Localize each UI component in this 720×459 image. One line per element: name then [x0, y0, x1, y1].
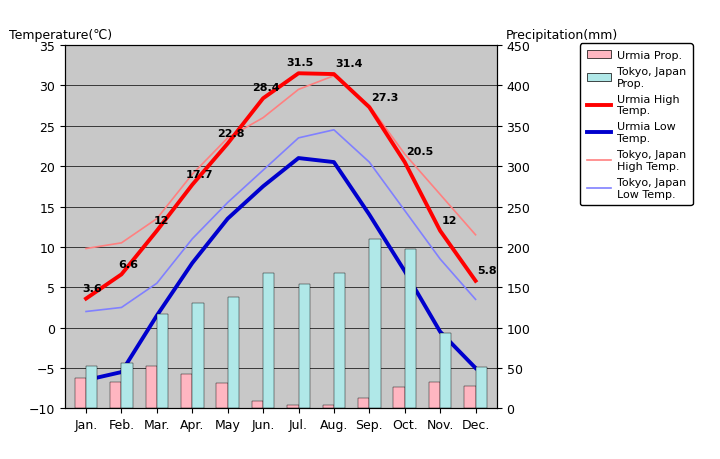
- Bar: [252, 401, 263, 409]
- Bar: [157, 314, 168, 409]
- Text: 6.6: 6.6: [118, 259, 138, 269]
- Tokyo, Japan
High Temp.: [153, 216, 161, 222]
- Bar: [145, 367, 157, 409]
- Text: 17.7: 17.7: [185, 170, 212, 179]
- Urmia Low
Temp.: [82, 378, 91, 383]
- Bar: [216, 383, 228, 409]
- Bar: [228, 297, 239, 409]
- Urmia Low
Temp.: [330, 160, 338, 166]
- Tokyo, Japan
Low Temp.: [294, 136, 303, 141]
- Bar: [369, 239, 381, 409]
- Bar: [75, 378, 86, 409]
- Tokyo, Japan
Low Temp.: [471, 297, 480, 302]
- Bar: [263, 273, 274, 409]
- Line: Urmia High
Temp.: Urmia High Temp.: [86, 74, 475, 299]
- Tokyo, Japan
High Temp.: [82, 246, 91, 252]
- Bar: [429, 382, 440, 409]
- Bar: [475, 367, 487, 409]
- Bar: [299, 285, 310, 409]
- Text: 20.5: 20.5: [407, 147, 433, 157]
- Tokyo, Japan
High Temp.: [436, 192, 444, 198]
- Tokyo, Japan
Low Temp.: [153, 281, 161, 286]
- Text: 22.8: 22.8: [217, 129, 245, 139]
- Bar: [393, 387, 405, 409]
- Bar: [440, 334, 451, 409]
- Bar: [192, 304, 204, 409]
- Tokyo, Japan
High Temp.: [330, 74, 338, 79]
- Urmia High
Temp.: [471, 279, 480, 284]
- Urmia High
Temp.: [365, 105, 374, 111]
- Text: 28.4: 28.4: [253, 83, 280, 93]
- Tokyo, Japan
High Temp.: [117, 241, 126, 246]
- Legend: Urmia Prop., Tokyo, Japan
Prop., Urmia High
Temp., Urmia Low
Temp., Tokyo, Japan: Urmia Prop., Tokyo, Japan Prop., Urmia H…: [580, 44, 693, 206]
- Tokyo, Japan
Low Temp.: [400, 208, 409, 214]
- Tokyo, Japan
Low Temp.: [188, 236, 197, 242]
- Bar: [323, 405, 334, 409]
- Text: Temperature(℃): Temperature(℃): [9, 29, 112, 42]
- Text: Precipitation(mm): Precipitation(mm): [505, 29, 618, 42]
- Urmia Low
Temp.: [400, 269, 409, 274]
- Text: 31.4: 31.4: [336, 58, 363, 68]
- Line: Tokyo, Japan
Low Temp.: Tokyo, Japan Low Temp.: [86, 130, 475, 312]
- Urmia High
Temp.: [82, 296, 91, 302]
- Tokyo, Japan
High Temp.: [223, 136, 232, 141]
- Urmia Low
Temp.: [258, 184, 267, 190]
- Urmia Low
Temp.: [223, 216, 232, 222]
- Urmia High
Temp.: [188, 183, 197, 188]
- Urmia Low
Temp.: [294, 156, 303, 162]
- Urmia High
Temp.: [436, 229, 444, 234]
- Urmia High
Temp.: [258, 96, 267, 102]
- Tokyo, Japan
Low Temp.: [223, 200, 232, 206]
- Line: Urmia Low
Temp.: Urmia Low Temp.: [86, 159, 475, 381]
- Text: 12: 12: [442, 216, 457, 225]
- Tokyo, Japan
Low Temp.: [258, 168, 267, 174]
- Tokyo, Japan
High Temp.: [294, 88, 303, 93]
- Text: 3.6: 3.6: [83, 283, 102, 293]
- Urmia High
Temp.: [330, 72, 338, 78]
- Urmia Low
Temp.: [365, 213, 374, 218]
- Urmia High
Temp.: [294, 71, 303, 77]
- Bar: [181, 375, 192, 409]
- Urmia Low
Temp.: [117, 369, 126, 375]
- Tokyo, Japan
High Temp.: [188, 172, 197, 178]
- Tokyo, Japan
High Temp.: [400, 152, 409, 157]
- Bar: [287, 405, 299, 409]
- Tokyo, Japan
High Temp.: [365, 104, 374, 109]
- Bar: [110, 382, 122, 409]
- Tokyo, Japan
Low Temp.: [82, 309, 91, 314]
- Bar: [405, 250, 416, 409]
- Urmia High
Temp.: [223, 141, 232, 147]
- Urmia Low
Temp.: [188, 261, 197, 266]
- Text: 5.8: 5.8: [477, 266, 497, 275]
- Urmia High
Temp.: [400, 160, 409, 166]
- Bar: [334, 273, 346, 409]
- Bar: [86, 367, 97, 409]
- Bar: [358, 398, 369, 409]
- Line: Tokyo, Japan
High Temp.: Tokyo, Japan High Temp.: [86, 77, 475, 249]
- Tokyo, Japan
Low Temp.: [365, 160, 374, 166]
- Urmia Low
Temp.: [436, 329, 444, 335]
- Bar: [122, 364, 132, 409]
- Tokyo, Japan
Low Temp.: [436, 257, 444, 262]
- Bar: [464, 386, 475, 409]
- Text: 31.5: 31.5: [286, 58, 313, 67]
- Urmia High
Temp.: [153, 229, 161, 234]
- Urmia Low
Temp.: [471, 365, 480, 371]
- Tokyo, Japan
High Temp.: [258, 116, 267, 121]
- Urmia High
Temp.: [117, 272, 126, 278]
- Urmia Low
Temp.: [153, 313, 161, 319]
- Tokyo, Japan
Low Temp.: [330, 128, 338, 133]
- Tokyo, Japan
Low Temp.: [117, 305, 126, 311]
- Tokyo, Japan
High Temp.: [471, 233, 480, 238]
- Text: 12: 12: [153, 216, 168, 225]
- Text: 27.3: 27.3: [371, 92, 398, 102]
